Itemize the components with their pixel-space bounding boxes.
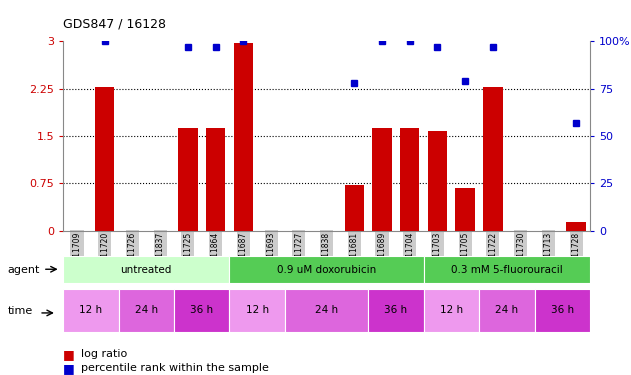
Bar <box>483 87 503 231</box>
Text: agent: agent <box>8 265 40 274</box>
Text: 36 h: 36 h <box>551 305 574 315</box>
Bar <box>233 42 253 231</box>
Bar <box>345 185 364 231</box>
Text: log ratio: log ratio <box>81 350 127 359</box>
Text: GDS847 / 16128: GDS847 / 16128 <box>63 18 166 31</box>
Bar <box>63 289 119 332</box>
Text: ■: ■ <box>63 348 75 361</box>
Text: 36 h: 36 h <box>190 305 213 315</box>
Bar <box>174 289 230 332</box>
Text: 36 h: 36 h <box>384 305 408 315</box>
Text: 12 h: 12 h <box>245 305 269 315</box>
Bar <box>230 289 285 332</box>
Bar <box>400 128 420 231</box>
Bar <box>63 256 230 283</box>
Text: 24 h: 24 h <box>315 305 338 315</box>
Text: 24 h: 24 h <box>135 305 158 315</box>
Bar <box>534 289 590 332</box>
Bar <box>423 256 590 283</box>
Bar <box>230 256 423 283</box>
Bar <box>567 222 586 231</box>
Text: untreated: untreated <box>121 265 172 274</box>
Bar <box>423 289 479 332</box>
Bar <box>206 128 225 231</box>
Bar <box>285 289 368 332</box>
Bar <box>95 87 114 231</box>
Text: percentile rank within the sample: percentile rank within the sample <box>81 363 269 373</box>
Bar <box>372 128 392 231</box>
Text: ■: ■ <box>63 362 75 375</box>
Bar <box>119 289 174 332</box>
Text: 12 h: 12 h <box>440 305 463 315</box>
Text: time: time <box>8 306 33 315</box>
Text: 0.3 mM 5-fluorouracil: 0.3 mM 5-fluorouracil <box>451 265 563 274</box>
Bar <box>479 289 534 332</box>
Text: 0.9 uM doxorubicin: 0.9 uM doxorubicin <box>277 265 376 274</box>
Bar <box>428 131 447 231</box>
Bar <box>456 188 475 231</box>
Bar <box>178 128 198 231</box>
Text: 12 h: 12 h <box>80 305 102 315</box>
Bar <box>368 289 423 332</box>
Text: 24 h: 24 h <box>495 305 518 315</box>
